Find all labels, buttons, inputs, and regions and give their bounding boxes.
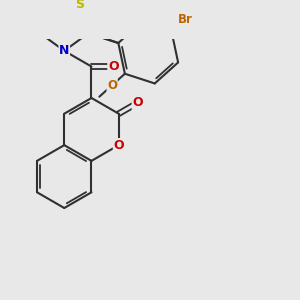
Text: N: N [59, 44, 70, 57]
Text: O: O [107, 79, 117, 92]
Text: S: S [75, 0, 84, 11]
Text: O: O [108, 60, 119, 73]
Text: O: O [132, 96, 143, 109]
Text: O: O [113, 139, 124, 152]
Text: Br: Br [178, 13, 193, 26]
